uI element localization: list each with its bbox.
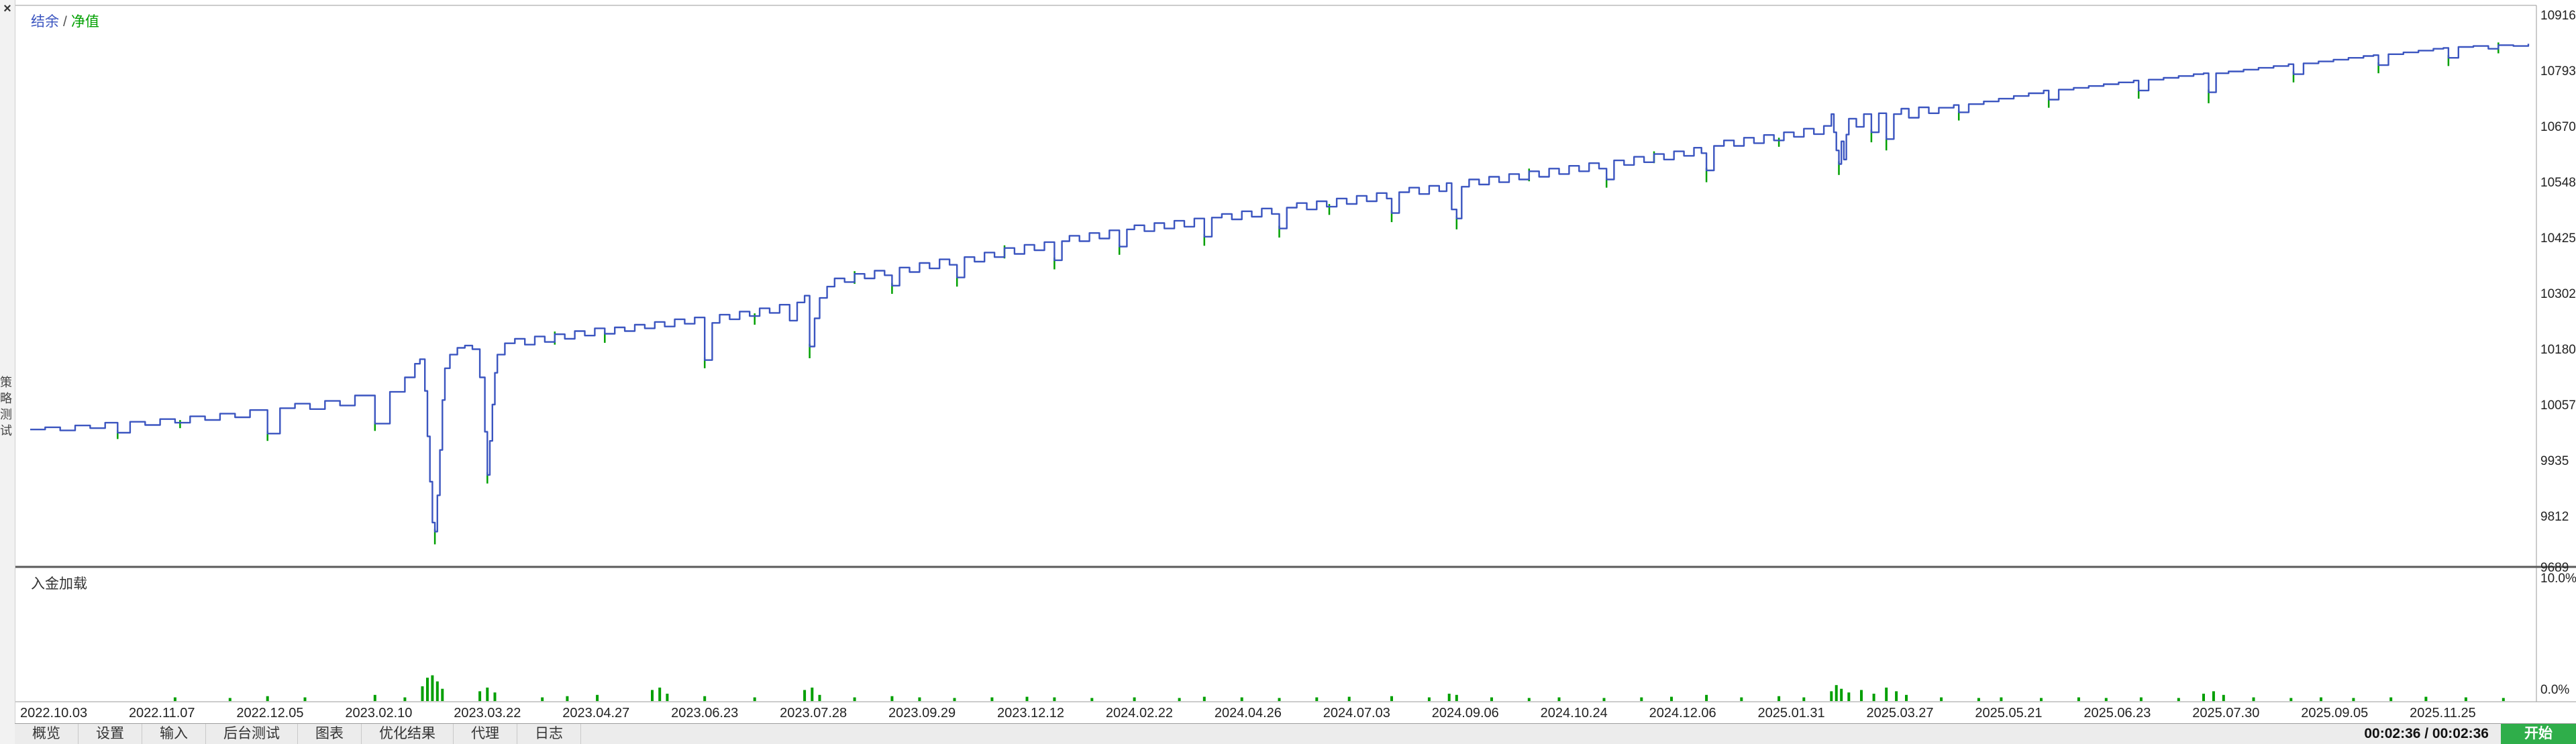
tab-overview[interactable]: 概览 <box>15 724 79 744</box>
x-axis-label: 2022.11.07 <box>128 706 195 721</box>
x-axis-label: 2025.09.05 <box>2301 706 2369 721</box>
y-axis-label: 9935 <box>2540 454 2569 468</box>
x-axis-label: 2024.07.03 <box>1323 706 1390 721</box>
x-axis-labels: 2022.10.03 2022.11.07 2022.12.05 2023.02.10… <box>20 706 2476 721</box>
legend-equity-label: 净值 <box>70 14 99 30</box>
legend-separator: / <box>63 14 67 30</box>
x-axis-label: 2024.10.24 <box>1540 706 1608 721</box>
y-axis-label: 10548 <box>2540 175 2576 190</box>
x-axis-label: 2024.09.06 <box>1431 706 1499 721</box>
start-button[interactable]: 开始 <box>2501 724 2576 744</box>
tab-inputs[interactable]: 输入 <box>142 724 206 744</box>
x-axis-label: 2025.05.21 <box>1975 706 2043 721</box>
x-axis-label: 2023.06.23 <box>671 706 739 721</box>
close-icon[interactable]: × <box>3 1 11 16</box>
x-axis-label: 2025.06.23 <box>2083 706 2151 721</box>
y-axis-label: 10425 <box>2540 231 2576 246</box>
x-axis-label: 2023.02.10 <box>345 706 413 721</box>
tab-backtest[interactable]: 后台测试 <box>206 724 298 744</box>
x-axis-label: 2023.12.12 <box>996 706 1065 721</box>
tab-optimization[interactable]: 优化结果 <box>362 724 454 744</box>
panel-caption-strip: × 策略测试 <box>0 0 15 744</box>
legend-balance-label: 结余 <box>31 14 59 30</box>
y-axis-label: 10793 <box>2540 64 2576 79</box>
elapsed-time: 00:02:36 / 00:02:36 <box>2364 726 2489 741</box>
x-axis-label: 2023.07.28 <box>780 706 847 721</box>
tab-settings[interactable]: 设置 <box>79 724 142 744</box>
chart-frame <box>15 5 2576 702</box>
tab-agents[interactable]: 代理 <box>454 724 517 744</box>
balance-line <box>30 44 2530 533</box>
x-axis-label: 2024.12.06 <box>1649 706 1716 721</box>
tab-graph[interactable]: 图表 <box>298 724 362 744</box>
x-axis-label: 2024.02.22 <box>1105 706 1173 721</box>
x-axis-label: 2024.04.26 <box>1214 706 1282 721</box>
tab-journal[interactable]: 日志 <box>517 724 581 744</box>
y-axis-label: 9812 <box>2540 509 2569 524</box>
x-axis-label: 2023.04.27 <box>562 706 630 721</box>
equity-line-spikes <box>117 42 2500 545</box>
tester-tab-bar: 概览 设置 输入 后台测试 图表 优化结果 代理 日志 00:02:36 / 0… <box>15 723 2576 744</box>
x-axis-label: 2023.03.22 <box>454 706 521 721</box>
x-axis-label: 2025.11.25 <box>2410 706 2476 721</box>
y-axis-label: 10180 <box>2540 342 2576 357</box>
percent-axis-label: 0.0% <box>2540 683 2570 697</box>
chart-legend: 结余 / 净值 <box>31 11 99 31</box>
percent-axis-label: 10.0% <box>2540 572 2576 586</box>
x-axis-label: 2025.01.31 <box>1757 706 1825 721</box>
x-axis-label: 2022.12.05 <box>236 706 304 721</box>
deposit-load-title: 入金加载 <box>31 576 87 592</box>
panel-caption: 策略测试 <box>0 376 12 440</box>
x-axis-label: 2023.09.29 <box>888 706 956 721</box>
y-axis-label: 10670 <box>2540 120 2576 135</box>
x-axis-label: 2022.10.03 <box>20 706 88 721</box>
x-axis-label: 2025.03.27 <box>1866 706 1934 721</box>
y-axis-label: 9689 <box>2540 561 2569 575</box>
deposit-load-bars <box>173 675 2505 701</box>
y-axis-label: 10057 <box>2540 398 2576 413</box>
x-axis-label: 2025.07.30 <box>2192 706 2260 721</box>
y-axis-label: 10916 <box>2540 9 2576 23</box>
y-axis-label: 10302 <box>2540 287 2576 302</box>
